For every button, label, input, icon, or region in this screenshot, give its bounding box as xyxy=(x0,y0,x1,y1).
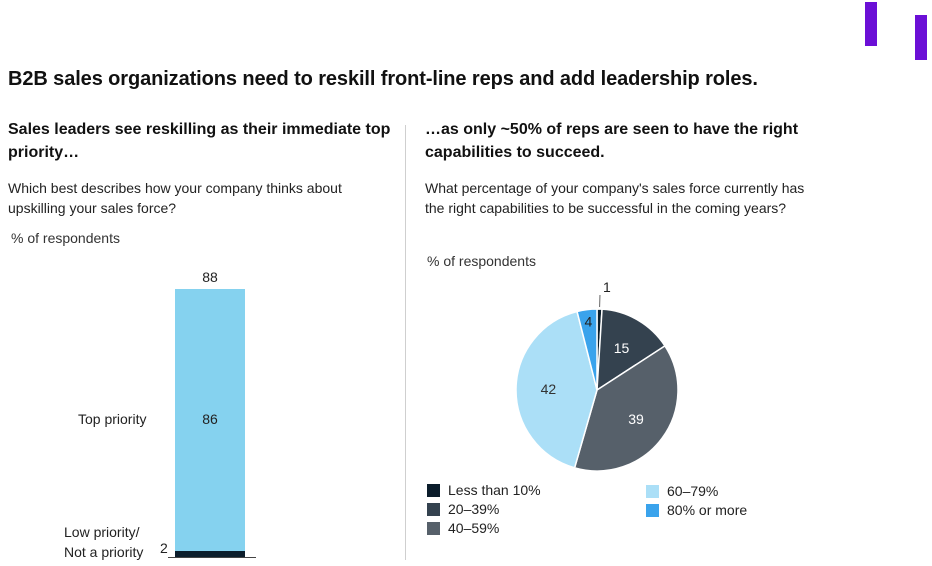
legend-item-20-39: 20–39% xyxy=(427,501,499,517)
right-unit: % of respondents xyxy=(427,253,536,269)
legend-item-less-than-10: Less than 10% xyxy=(427,482,541,498)
legend-item-60-79: 60–79% xyxy=(646,483,718,499)
logo-bar-left xyxy=(865,2,877,46)
left-question: Which best describes how your company th… xyxy=(8,180,342,216)
bar-segment-top-priority xyxy=(175,288,245,551)
pie-slice xyxy=(573,344,679,472)
bar-baseline xyxy=(168,557,256,558)
pie-slice xyxy=(576,308,598,391)
page-title: B2B sales organizations need to reskill … xyxy=(8,68,758,90)
bar-label-low-priority: Low priority/ Not a priority xyxy=(64,524,144,560)
bar-value-top-priority: 86 xyxy=(202,410,218,427)
legend-label: 40–59% xyxy=(448,520,500,536)
logo-bar-right xyxy=(915,15,927,60)
legend-label: Less than 10% xyxy=(448,482,541,498)
bar-total-label: 88 xyxy=(202,268,218,285)
legend-item-80-or-more: 80% or more xyxy=(646,502,747,518)
pie-slice xyxy=(596,308,666,392)
pie-slice-label: 39 xyxy=(628,411,644,427)
legend-item-40-59: 40–59% xyxy=(427,520,499,536)
left-unit: % of respondents xyxy=(11,230,120,246)
legend-label: 80% or more xyxy=(667,502,748,518)
pie-slice-label: 1 xyxy=(603,279,611,295)
legend-swatch xyxy=(646,503,659,517)
pie-slice-label: 42 xyxy=(541,381,557,397)
left-subtitle: Sales leaders see reskilling as their im… xyxy=(8,121,391,161)
pie-slice xyxy=(515,310,598,469)
legend-swatch xyxy=(427,521,440,535)
panel-divider xyxy=(405,125,406,560)
pie-chart: 1 15 39 42 4 xyxy=(515,279,679,472)
legend-label: 60–79% xyxy=(667,483,719,499)
legend-swatch xyxy=(427,483,440,497)
bar-value-low-priority: 2 xyxy=(160,540,168,556)
bar-segment-low-priority xyxy=(175,550,245,557)
pie-slice-label: 15 xyxy=(614,340,630,356)
legend-swatch xyxy=(646,484,659,498)
right-subtitle: …as only ~50% of reps are seen to have t… xyxy=(425,121,799,161)
bar-label-top-priority: Top priority xyxy=(78,410,147,427)
legend-swatch xyxy=(427,502,440,516)
legend-label: 20–39% xyxy=(448,501,500,517)
pie-slice-label: 4 xyxy=(585,314,593,330)
right-question: What percentage of your company's sales … xyxy=(425,180,805,216)
